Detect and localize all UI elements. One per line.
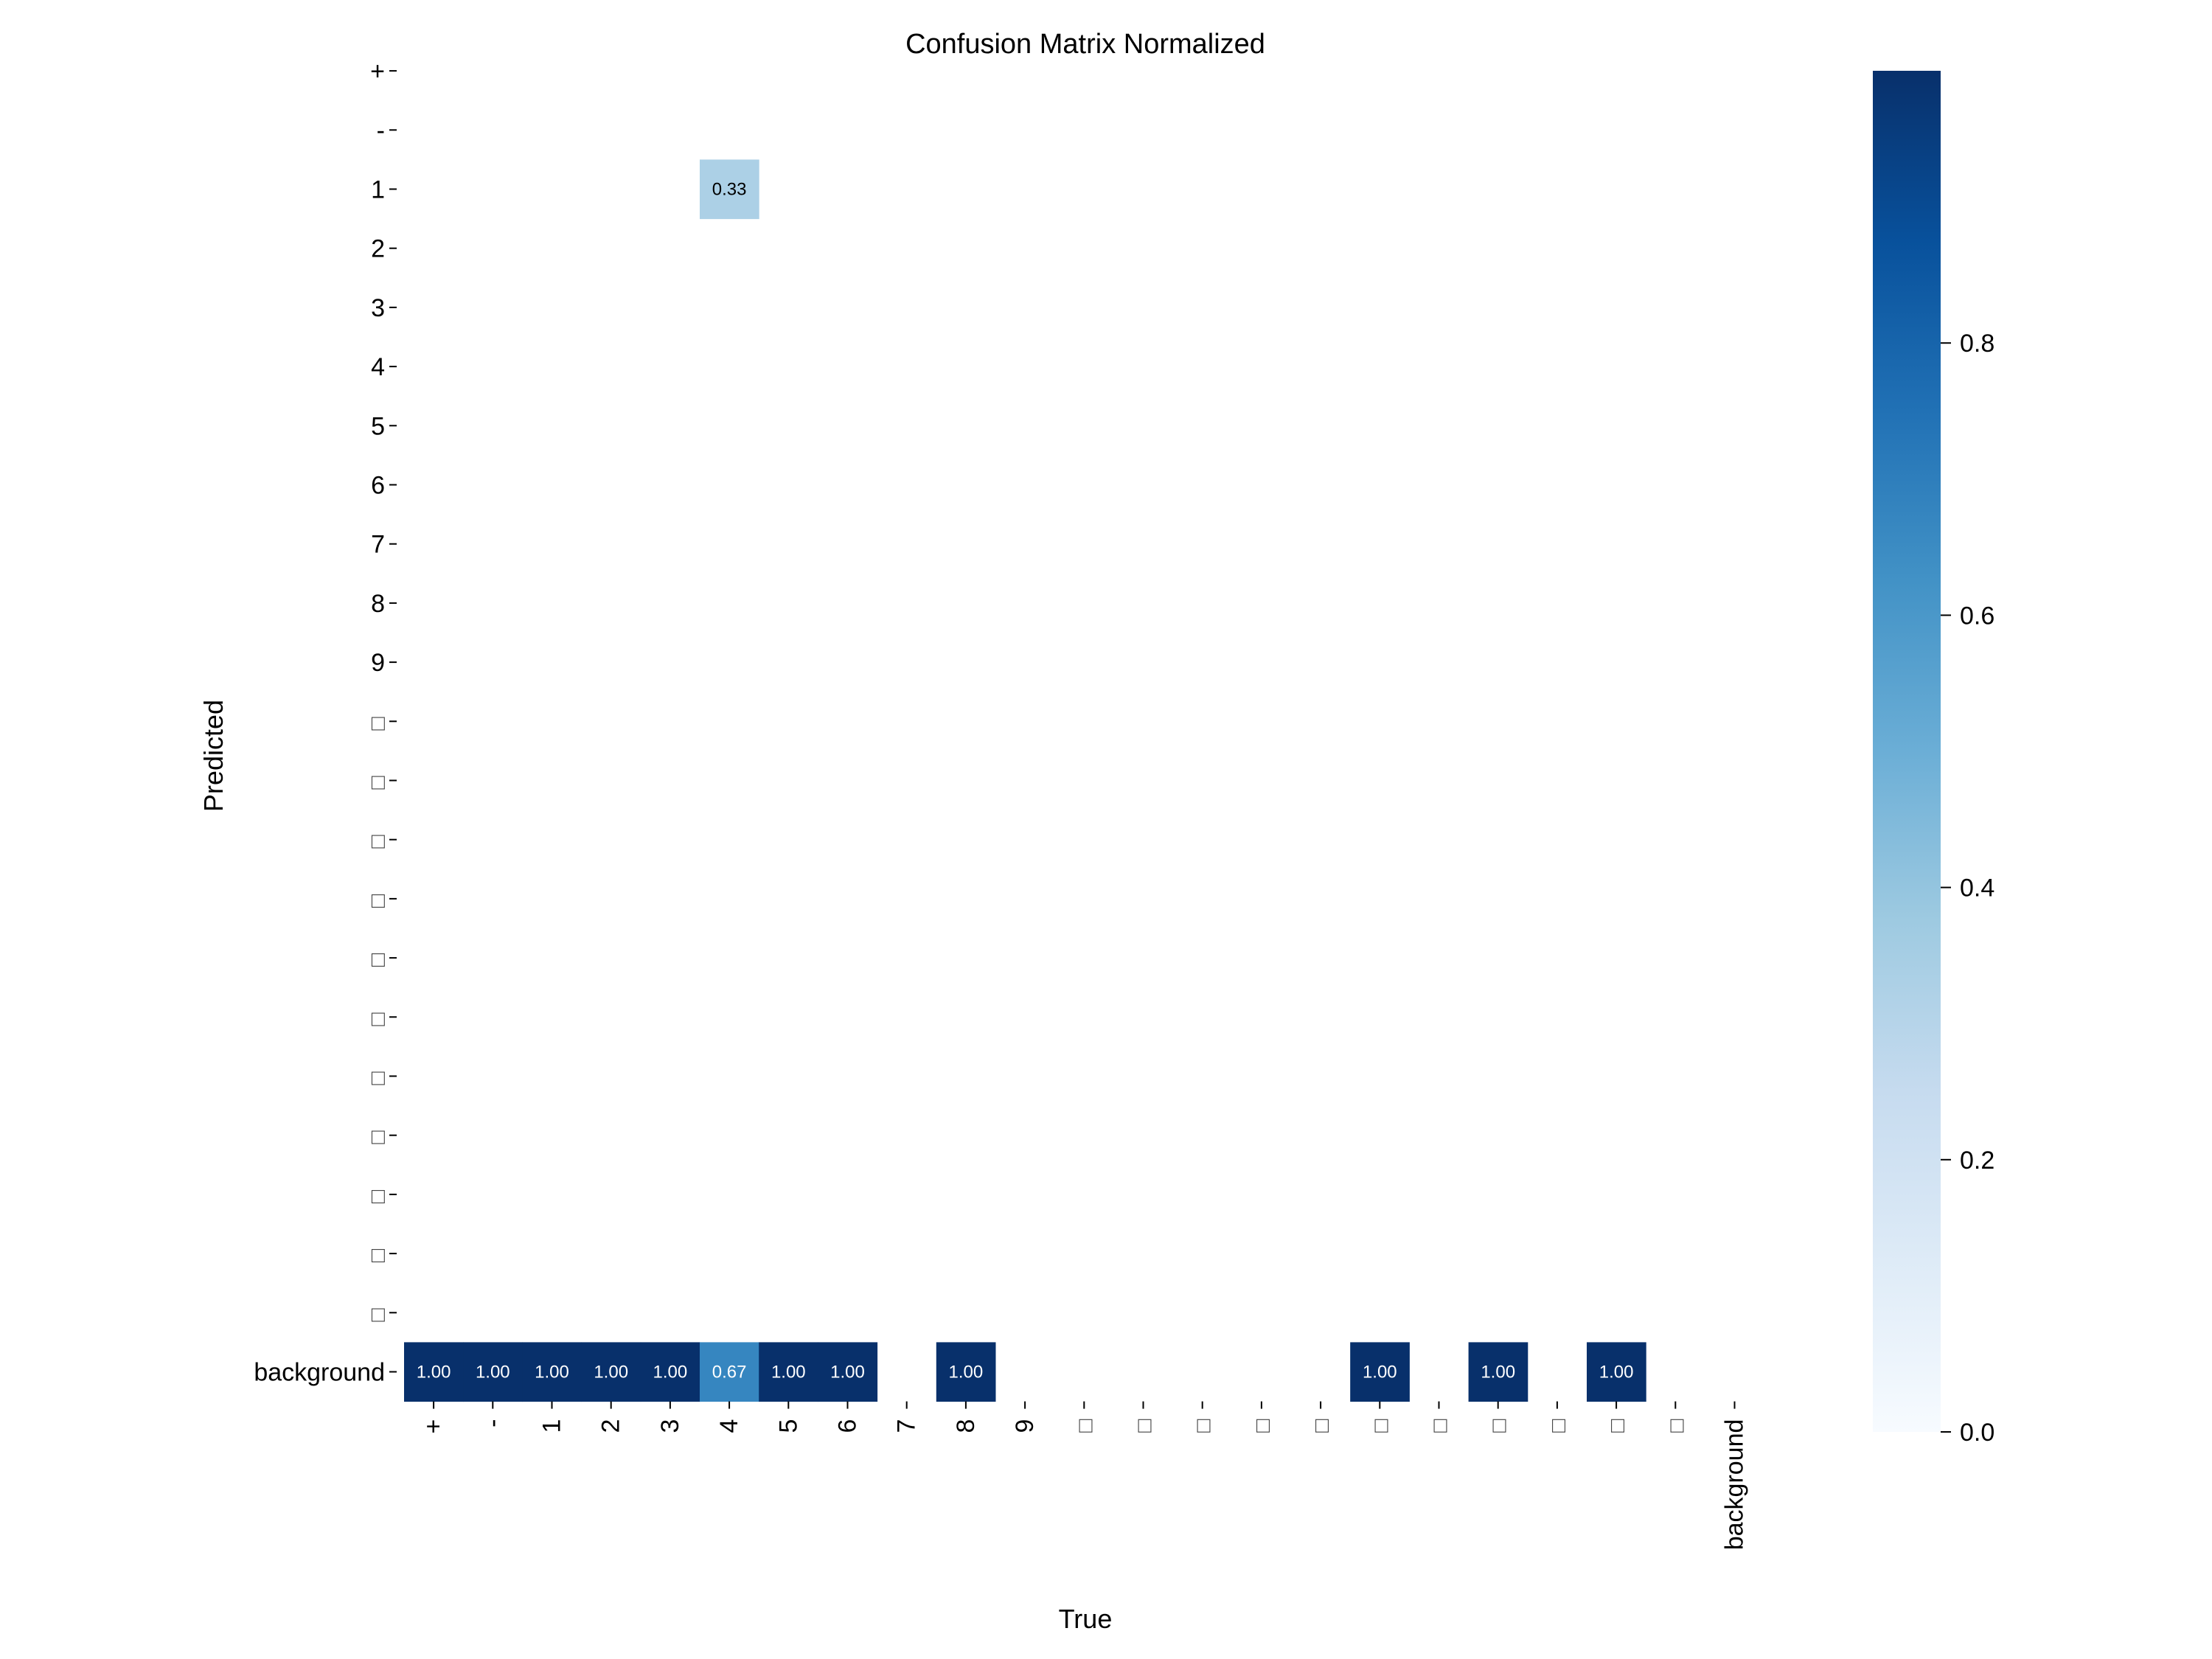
- x-tick-label: □: [1192, 1419, 1216, 1433]
- heatmap-cells: 0.33 1.00 1.00 1.00 1.00 1.00 0.67 1.00 1.00 1.00…: [404, 159, 1646, 1402]
- y-tick-label: □: [372, 888, 386, 913]
- y-tick-label: □: [372, 830, 386, 854]
- x-tick-label: 1: [538, 1419, 566, 1433]
- chart-title: Confusion Matrix Normalized: [905, 29, 1265, 60]
- colorbar-tick-label: 0.2: [1960, 1147, 1994, 1175]
- x-tick-label: 6: [834, 1419, 862, 1433]
- y-tick-label: □: [372, 1184, 386, 1208]
- heatmap-cell: [463, 1342, 523, 1402]
- heatmap-cell: [1350, 1342, 1410, 1402]
- cell-value-label: 1.00: [594, 1363, 628, 1382]
- cell-value-label: 1.00: [1363, 1363, 1397, 1382]
- heatmap-cell: [640, 1342, 700, 1402]
- heatmap-cell: [1468, 1342, 1528, 1402]
- x-tick-label: □: [1073, 1419, 1097, 1433]
- y-tick-label: □: [372, 1243, 386, 1267]
- colorbar-tick-label: 0.8: [1960, 330, 1994, 358]
- y-tick-label: □: [372, 1125, 386, 1150]
- x-tick-label: 4: [715, 1419, 743, 1433]
- cell-value-label: 1.00: [1599, 1363, 1634, 1382]
- heatmap-cell: [700, 159, 759, 220]
- heatmap-cell: [818, 1342, 878, 1402]
- cell-value-label: 1.00: [1481, 1363, 1515, 1382]
- x-tick-label: 3: [656, 1419, 684, 1433]
- x-tick-label: □: [1428, 1419, 1453, 1433]
- y-tick-label: 3: [371, 294, 385, 322]
- colorbar-tick-label: 0.4: [1960, 874, 1994, 902]
- x-tick-label: □: [1368, 1419, 1393, 1433]
- y-tick-label: 2: [371, 235, 385, 263]
- y-tick-label: -: [377, 116, 385, 145]
- y-tick-label: □: [372, 711, 386, 735]
- x-tick-label: -: [479, 1419, 507, 1427]
- cell-value-label: 1.00: [949, 1363, 984, 1382]
- x-tick-label: 2: [597, 1419, 625, 1433]
- colorbar-tick-label: 0.6: [1960, 602, 1994, 630]
- x-axis-ticks: + - 1 2 3 4 5 6 7 8 9 □ □ □ □ □ □ □ □ □ □ □ background: [420, 1401, 1749, 1551]
- colorbar: 0.0 0.2 0.4 0.6 0.8: [1873, 71, 1994, 1447]
- y-axis-label: Predicted: [198, 700, 229, 812]
- x-tick-label: 9: [1011, 1419, 1039, 1433]
- y-tick-label: □: [372, 1006, 386, 1031]
- y-tick-label: 1: [371, 176, 385, 204]
- cell-value-label: 1.00: [476, 1363, 510, 1382]
- x-tick-label: □: [1605, 1419, 1630, 1433]
- y-tick-label: □: [372, 1302, 386, 1326]
- y-tick-label: 5: [371, 412, 385, 440]
- heatmap-cell: [759, 1342, 818, 1402]
- heatmap-cell: [522, 1342, 582, 1402]
- y-tick-label: 4: [371, 353, 385, 381]
- heatmap-cell: [700, 1342, 759, 1402]
- x-tick-label: background: [1721, 1419, 1749, 1551]
- x-axis-label: True: [1059, 1604, 1113, 1634]
- y-tick-label: 8: [371, 590, 385, 618]
- colorbar-tick-label: 0.0: [1960, 1419, 1994, 1447]
- x-tick-label: 7: [893, 1419, 921, 1433]
- x-tick-label: +: [420, 1419, 448, 1434]
- colorbar-gradient: [1873, 71, 1941, 1432]
- y-tick-label: 7: [371, 531, 385, 559]
- cell-value-label: 1.00: [417, 1363, 451, 1382]
- y-tick-label: background: [254, 1359, 385, 1387]
- heatmap-cell: [404, 1342, 464, 1402]
- cell-value-label: 1.00: [653, 1363, 688, 1382]
- y-tick-label: 6: [371, 472, 385, 500]
- y-tick-label: +: [370, 58, 385, 86]
- x-tick-label: □: [1664, 1419, 1688, 1433]
- x-tick-label: 5: [774, 1419, 802, 1433]
- x-tick-label: 8: [952, 1419, 980, 1433]
- cell-value-label: 1.00: [771, 1363, 806, 1382]
- x-tick-label: □: [1310, 1419, 1334, 1433]
- y-axis-ticks: + - 1 2 3 4 5 6 7 8 9 □ □ □ □ □ □ □ □ □ □ □ background: [254, 58, 397, 1387]
- cell-value-label: 1.00: [535, 1363, 569, 1382]
- cell-value-label: 0.33: [712, 180, 747, 200]
- heatmap-cell: [581, 1342, 641, 1402]
- y-tick-label: □: [372, 947, 386, 972]
- y-tick-label: □: [372, 771, 386, 795]
- y-tick-label: □: [372, 1066, 386, 1091]
- y-tick-label: 9: [371, 649, 385, 677]
- heatmap-cell: [936, 1342, 996, 1402]
- x-tick-label: □: [1251, 1419, 1275, 1433]
- colorbar-ticks: 0.0 0.2 0.4 0.6 0.8: [1941, 330, 1994, 1447]
- cell-value-label: 0.67: [712, 1363, 747, 1382]
- heatmap-cell: [1587, 1342, 1646, 1402]
- x-tick-label: □: [1133, 1419, 1157, 1433]
- x-tick-label: □: [1546, 1419, 1571, 1433]
- x-tick-label: □: [1487, 1419, 1512, 1433]
- cell-value-label: 1.00: [830, 1363, 865, 1382]
